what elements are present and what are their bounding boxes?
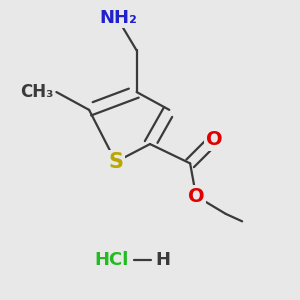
Text: HCl: HCl (94, 251, 128, 269)
Text: CH₃: CH₃ (20, 83, 53, 101)
Text: O: O (188, 187, 204, 206)
Text: H: H (156, 251, 171, 269)
Text: O: O (206, 130, 222, 149)
Text: NH₂: NH₂ (100, 9, 138, 27)
Text: S: S (108, 152, 123, 172)
